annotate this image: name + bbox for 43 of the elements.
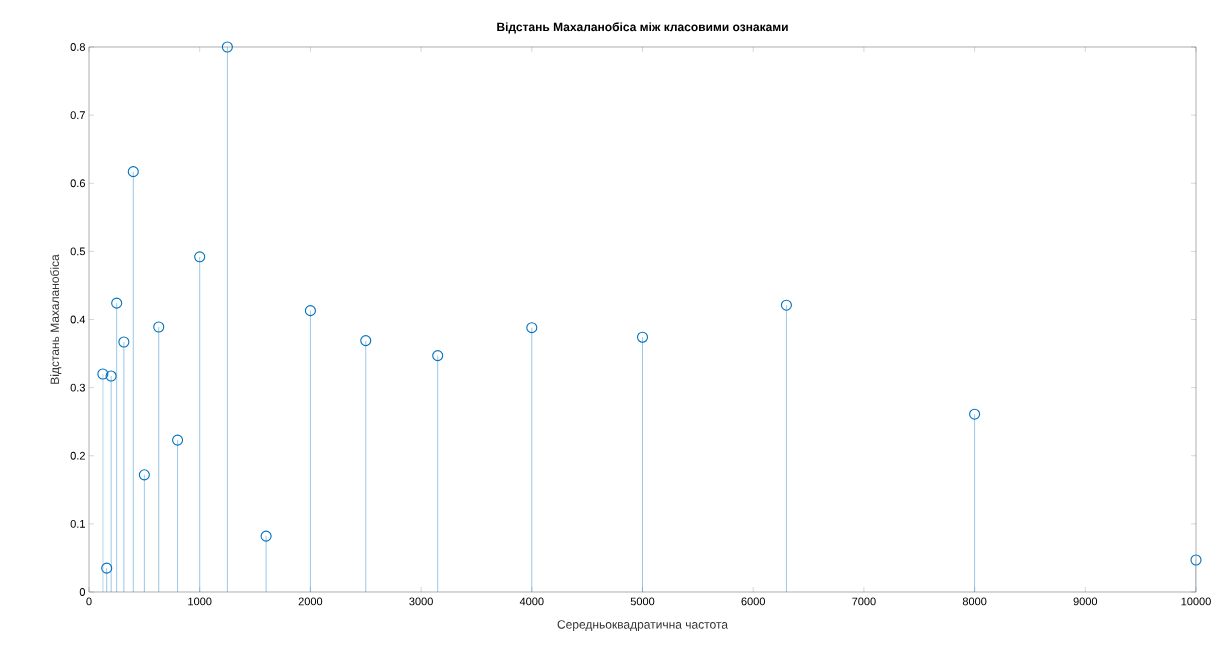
x-tick-label: 5000 (630, 597, 655, 606)
point (360, 335, 372, 347)
point (138, 469, 150, 481)
point (636, 331, 649, 343)
point (127, 166, 139, 178)
y-tick-label: 0.6 (70, 179, 85, 188)
point (105, 370, 117, 382)
point (1190, 554, 1202, 566)
point (260, 530, 272, 542)
point (111, 297, 123, 309)
x-tick-label: 1000 (188, 597, 212, 606)
x-tick-label: 4000 (519, 597, 544, 606)
y-tick-label: 0.2 (70, 451, 85, 460)
x-axis-title: Середньоквадратична частота (557, 620, 728, 632)
point (780, 299, 792, 311)
y-axis-title: Відстань Махаланобіса (50, 254, 62, 384)
point (101, 562, 113, 574)
point (172, 434, 184, 446)
y-tick-label: 0.3 (70, 383, 85, 392)
y-tick-label: 0.7 (70, 111, 85, 120)
x-tick-label: 7000 (852, 597, 876, 606)
y-tick-label: 0.5 (70, 247, 85, 256)
y-tick-label: 0.4 (70, 315, 86, 324)
point (432, 350, 444, 362)
chart-title: Відстань Махаланобіса між класовими ознаками (497, 22, 788, 34)
point (969, 408, 981, 420)
x-tick-label: 8000 (962, 597, 987, 606)
y-tick-label: 0.1 (70, 519, 85, 528)
point (153, 321, 165, 333)
y-tick-label: 0 (79, 588, 86, 596)
x-tick-label: 0 (86, 597, 92, 606)
point (526, 322, 538, 334)
x-tick-label: 3000 (409, 597, 433, 606)
point (97, 368, 109, 380)
point (194, 251, 206, 263)
x-tick-label: 10000 (1181, 597, 1211, 606)
x-tick-label: 2000 (298, 597, 323, 606)
x-tick-label: 9000 (1073, 597, 1098, 606)
point (118, 336, 130, 348)
y-tick-label: 0.8 (70, 43, 85, 51)
point (304, 305, 316, 317)
x-tick-label: 6000 (741, 597, 765, 606)
point (221, 41, 233, 53)
